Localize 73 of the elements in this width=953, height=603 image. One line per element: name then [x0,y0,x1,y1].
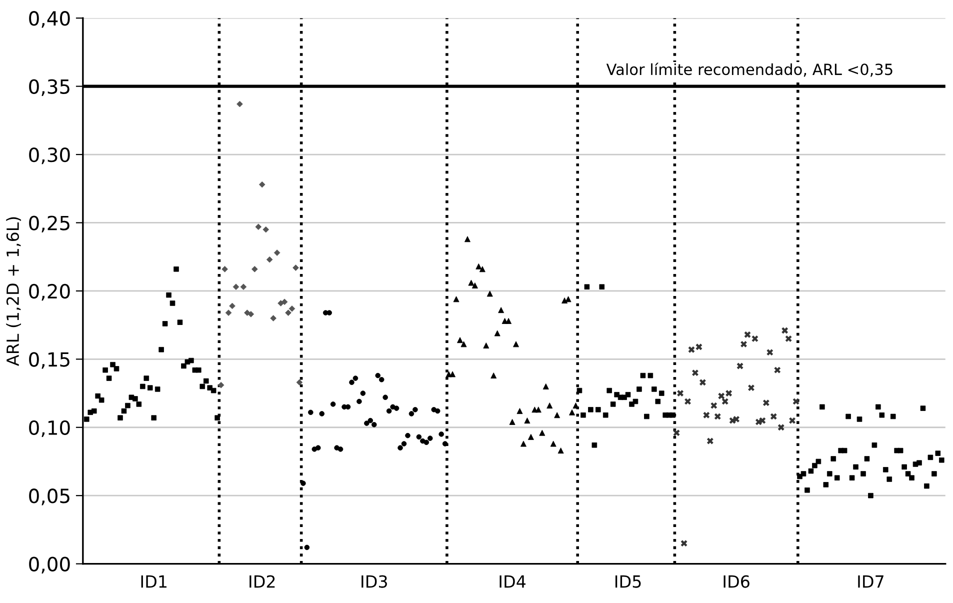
point [744,331,752,338]
point [576,388,582,394]
point [702,412,710,419]
point [774,366,781,374]
point [692,369,699,376]
y-tick-label: 0,30 [29,147,70,164]
y-tick-label: 0,10 [29,420,70,438]
x-tick-label: ID7 [858,575,884,588]
point [196,367,202,373]
x-tick-label: ID6 [724,575,750,588]
point [820,404,825,410]
point [876,404,881,410]
point [816,458,822,464]
point [121,408,127,414]
point [625,392,631,398]
point [732,416,740,423]
point [599,284,605,290]
point [670,412,676,418]
x-tick-label: ID4 [500,575,526,588]
point [740,340,748,348]
point [592,442,598,448]
point [140,384,146,390]
x-tick-label: ID1 [141,575,166,588]
y-tick-label: 0,15 [29,352,70,369]
point [632,398,638,404]
point [680,540,688,547]
point [736,362,744,370]
point [673,429,680,436]
point [755,418,762,426]
x-tick-label: ID3 [362,575,387,588]
point [729,417,736,424]
point [785,335,792,342]
point [640,372,646,378]
point [792,398,800,405]
point [714,412,722,420]
point [652,386,657,392]
point [151,415,156,420]
point [788,417,796,424]
point [706,437,714,445]
point [781,326,788,334]
point [928,454,934,460]
y-axis-title: ARL (1,2D + 1,6L) [6,217,21,366]
y-tick-label: 0,05 [29,488,70,506]
point [177,320,183,325]
point [766,348,774,356]
y-tick-label: 0,00 [29,556,70,574]
y-tick-label: 0,20 [29,284,70,301]
y-tick-label: 0,40 [29,11,70,28]
point [751,335,758,342]
x-tick-label: ID2 [250,575,275,588]
point [684,398,692,405]
point [748,384,755,392]
point [602,412,608,418]
y-tick-label: 0,25 [29,216,70,232]
point [699,378,706,386]
point [722,398,729,405]
point [762,399,770,406]
point [808,468,814,474]
point [98,397,104,403]
y-tick-label: 0,35 [29,79,70,96]
point [584,284,590,290]
point [676,390,684,397]
point [655,398,661,404]
point [849,475,855,480]
point [203,378,209,384]
point [778,424,785,431]
point [758,417,766,424]
point [710,402,718,410]
x-tick-label: ID5 [615,575,641,588]
point [882,467,888,472]
point [770,412,778,420]
point [898,448,904,454]
ref-line-label: Valor límite recomendado, ARL <0,35 [606,62,892,77]
